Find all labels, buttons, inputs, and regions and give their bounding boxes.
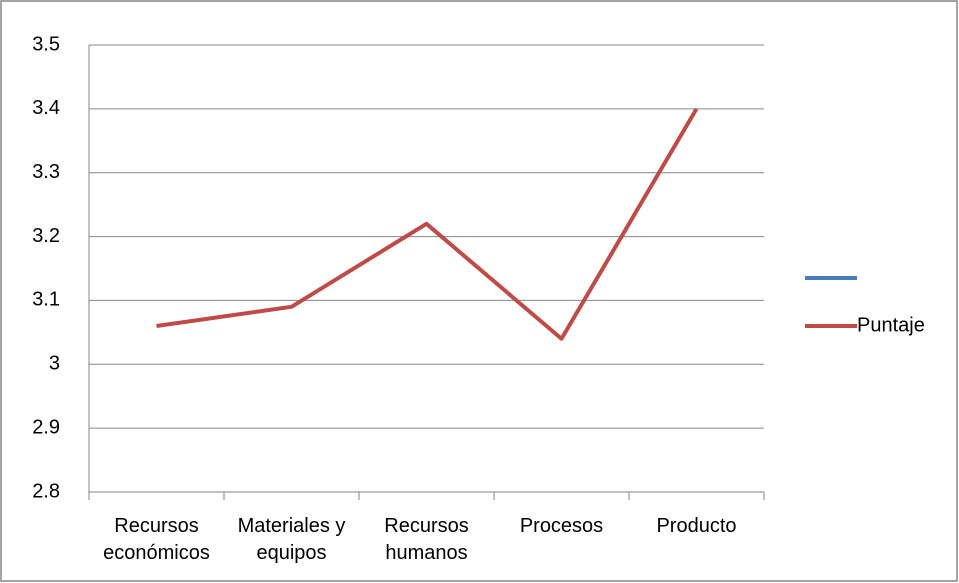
y-tick-label: 3 (49, 353, 60, 375)
x-tick-label: Procesos (519, 515, 604, 537)
series-line (156, 107, 699, 341)
x-tick-label: Producto (656, 515, 737, 537)
y-tick-label: 3.1 (32, 289, 60, 311)
y-tick-label: 3.4 (32, 97, 60, 119)
y-tick-label: 2.8 (32, 480, 60, 502)
y-tick-label: 3.2 (32, 225, 60, 247)
x-tick-label: Recursos económicos (103, 515, 210, 564)
legend-label: Puntaje (857, 314, 925, 336)
y-tick-label: 3.5 (32, 33, 60, 55)
y-tick-label: 3.3 (32, 161, 60, 183)
y-tick-label: 2.9 (32, 416, 60, 438)
x-tick-label: Materiales y equipos (237, 515, 346, 564)
x-tick-label: Recursos humanos (384, 515, 469, 564)
